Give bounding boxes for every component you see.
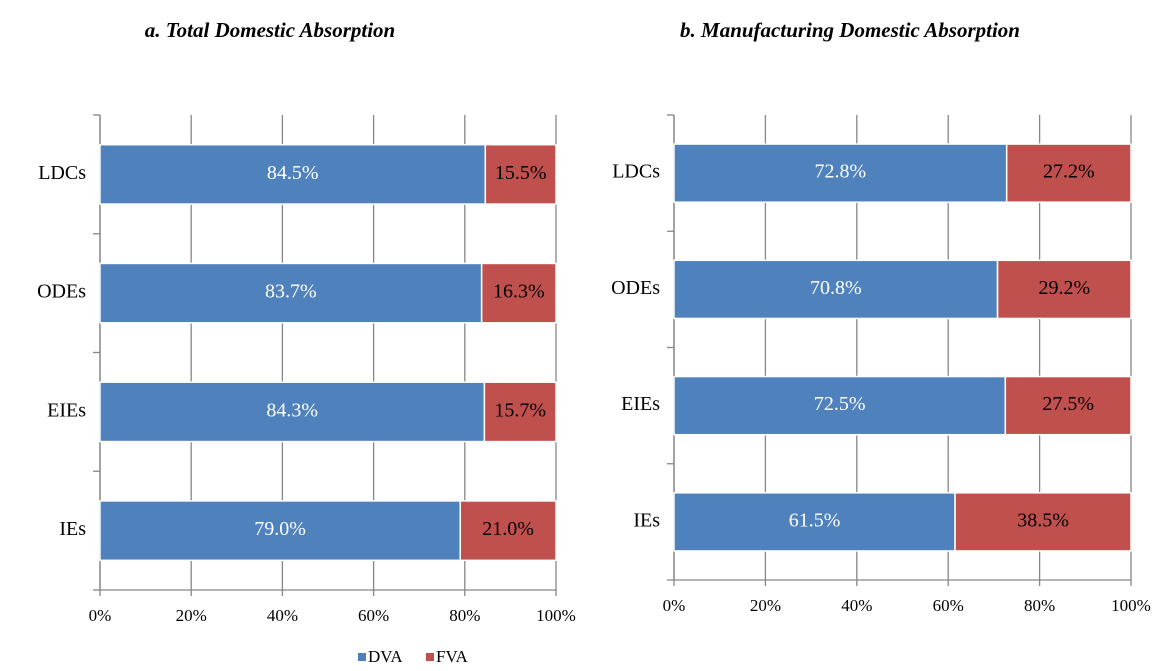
bar-segment [99, 143, 487, 205]
bar-segment [954, 492, 1132, 552]
x-tick-label: 80% [449, 606, 480, 625]
y-tick-label: IEs [633, 509, 660, 531]
legend-label: FVA [436, 647, 469, 666]
bar-segment [484, 143, 557, 205]
legend-swatch [358, 653, 366, 661]
bar-segment [1005, 143, 1132, 203]
x-tick-label: 80% [1024, 596, 1055, 615]
value-label: 72.5% [814, 393, 866, 415]
value-label: 38.5% [1017, 509, 1069, 531]
y-tick-label: LDCs [38, 162, 86, 184]
x-tick-label: 40% [841, 596, 872, 615]
value-label: 27.2% [1043, 161, 1095, 183]
bar-segment [99, 262, 483, 324]
legend-swatch [426, 653, 434, 661]
bar-segment [673, 259, 999, 320]
bar-segment [480, 262, 557, 324]
x-tick-label: 0% [663, 596, 686, 615]
bar-segment [483, 381, 557, 443]
y-tick-label: ODEs [37, 281, 86, 303]
value-label: 21.0% [482, 518, 534, 540]
x-tick-label: 20% [176, 606, 207, 625]
bar-segment [673, 492, 956, 552]
bar-segment [996, 259, 1132, 320]
bar-segment [459, 500, 557, 562]
value-label: 15.7% [494, 399, 546, 421]
value-label: 72.8% [815, 161, 867, 183]
value-label: 70.8% [810, 277, 862, 299]
x-tick-label: 40% [267, 606, 298, 625]
y-tick-label: ODEs [611, 277, 660, 299]
value-label: 29.2% [1038, 277, 1090, 299]
value-label: 61.5% [789, 509, 841, 531]
bar-segment [1004, 375, 1132, 436]
chart-title: b. Manufacturing Domestic Absorption [680, 18, 1020, 42]
bar-segment [673, 143, 1008, 203]
value-label: 16.3% [493, 281, 545, 303]
y-tick-label: EIEs [621, 393, 660, 415]
y-tick-label: EIEs [47, 399, 86, 421]
value-label: 15.5% [495, 162, 547, 184]
x-tick-label: 60% [358, 606, 389, 625]
legend-label: DVA [368, 647, 403, 666]
x-tick-label: 100% [1111, 596, 1151, 615]
value-label: 84.5% [267, 162, 319, 184]
value-label: 84.3% [266, 399, 318, 421]
bar-segment [99, 500, 461, 562]
x-tick-label: 100% [536, 606, 576, 625]
value-label: 79.0% [254, 518, 306, 540]
y-tick-label: LDCs [612, 161, 660, 183]
chart-title: a. Total Domestic Absorption [145, 18, 395, 42]
x-tick-label: 0% [89, 606, 112, 625]
value-label: 27.5% [1042, 393, 1094, 415]
value-label: 83.7% [265, 281, 317, 303]
bar-segment [99, 381, 486, 443]
x-tick-label: 60% [933, 596, 964, 615]
x-tick-label: 20% [750, 596, 781, 615]
y-tick-label: IEs [59, 518, 86, 540]
